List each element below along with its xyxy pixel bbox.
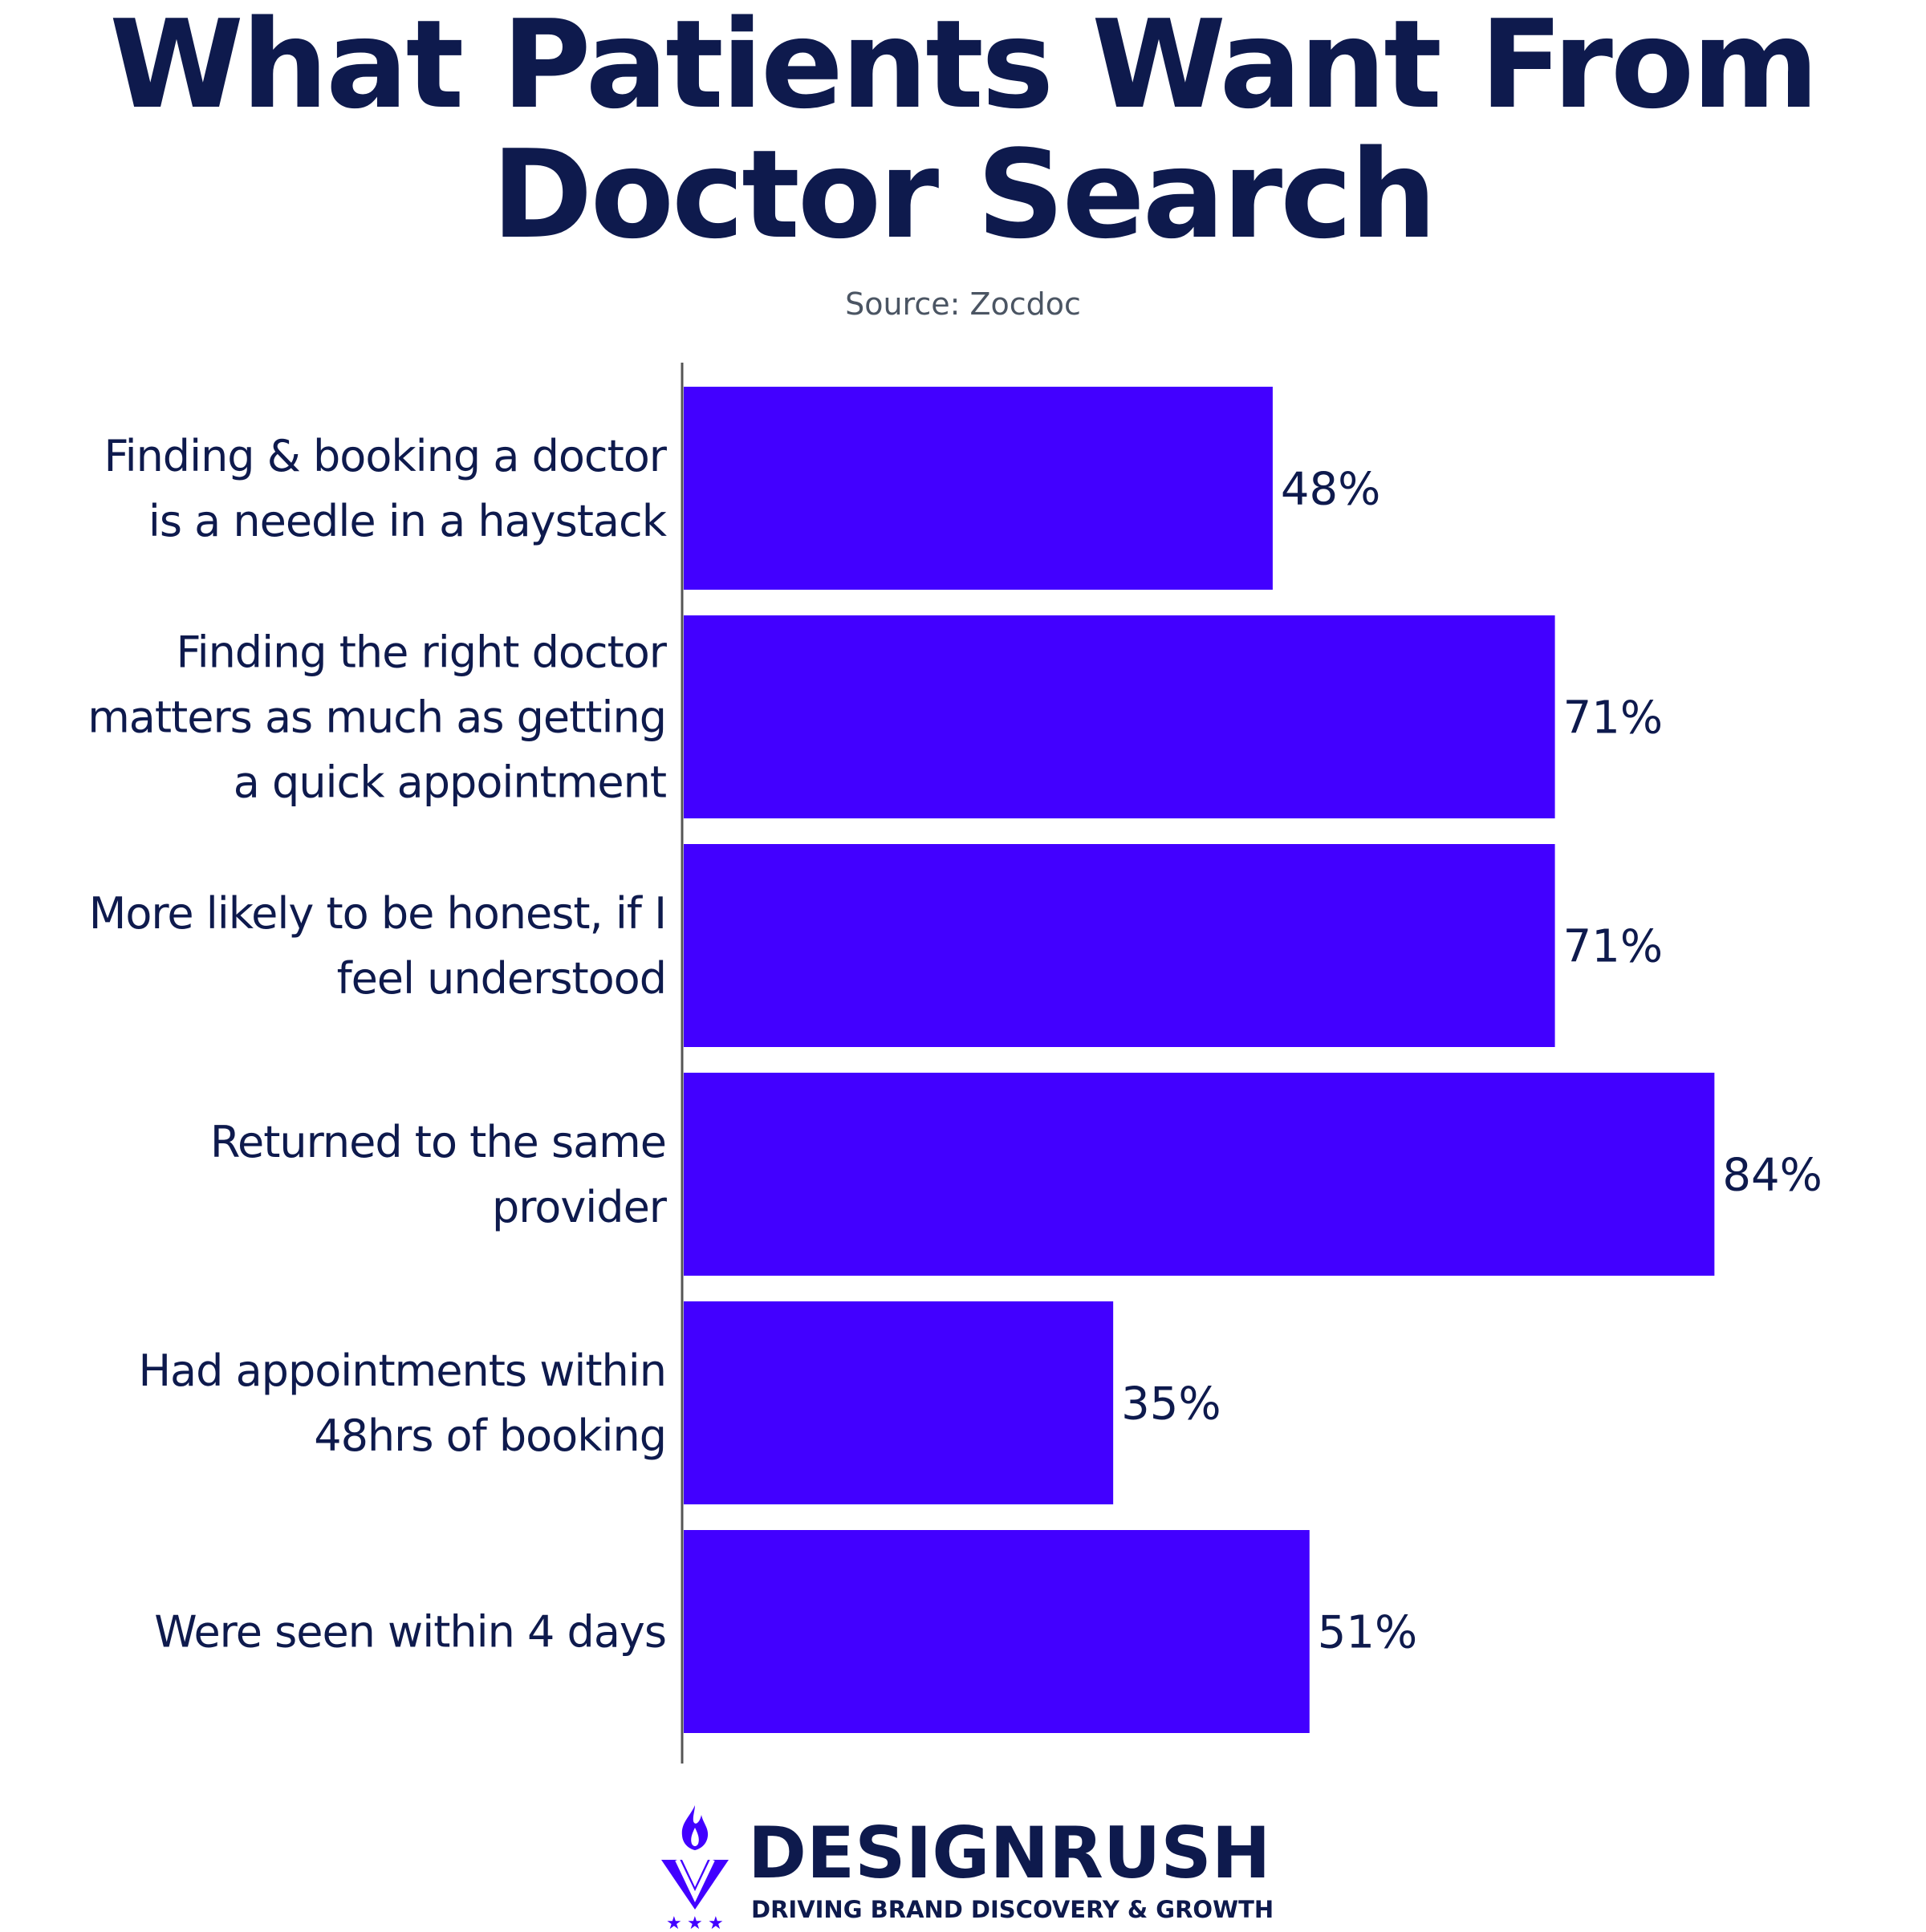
bar-3 xyxy=(684,1073,1715,1276)
category-label-2-line-1: feel understood xyxy=(337,953,666,1004)
designrush-logo: ★ ★ ★ DESIGNRUSH DRIVING BRAND DISCOVERY… xyxy=(658,1804,1284,1932)
category-label-4-line-0: Had appointments within xyxy=(138,1346,666,1396)
category-label-3: Returned to the same provider xyxy=(210,1117,668,1232)
chart-title-line-2: Doctor Search xyxy=(491,124,1436,266)
value-label-1: 71% xyxy=(1563,692,1663,745)
category-label-1: Finding the right doctor matters as much … xyxy=(87,627,668,808)
bar-5 xyxy=(684,1530,1310,1733)
value-label-4: 35% xyxy=(1121,1378,1221,1431)
svg-text:★: ★ xyxy=(687,1914,703,1932)
category-label-5-line-0: Were seen within 4 days xyxy=(154,1607,666,1658)
chart-title: What Patients Want From Doctor Search xyxy=(0,0,1926,260)
bar-0 xyxy=(684,387,1273,590)
svg-text:★: ★ xyxy=(666,1914,682,1932)
brand-name: DESIGNRUSH xyxy=(748,1812,1271,1894)
bar-2 xyxy=(684,844,1555,1047)
bar-4 xyxy=(684,1301,1114,1504)
category-label-0-line-1: is a needle in a haystack xyxy=(148,496,668,546)
category-label-5: Were seen within 4 days xyxy=(154,1607,666,1658)
category-label-0: Finding & booking a doctor is a needle in… xyxy=(104,431,667,546)
category-label-1-line-2: a quick appointment xyxy=(234,757,666,808)
brand-tagline: DRIVING BRAND DISCOVERY & GROWTH xyxy=(751,1896,1274,1923)
flame-v-logo-icon: ★ ★ ★ xyxy=(661,1805,729,1932)
category-label-1-line-0: Finding the right doctor xyxy=(176,627,667,678)
category-label-3-line-0: Returned to the same xyxy=(210,1117,666,1167)
svg-text:★: ★ xyxy=(708,1914,724,1932)
category-label-2: More likely to be honest, if I feel under… xyxy=(89,888,666,1004)
value-label-3: 84% xyxy=(1722,1150,1822,1202)
category-label-3-line-1: provider xyxy=(492,1182,668,1232)
category-label-4-line-1: 48hrs of booking xyxy=(314,1410,666,1461)
category-label-2-line-0: More likely to be honest, if I xyxy=(89,888,666,939)
value-label-5: 51% xyxy=(1318,1607,1417,1659)
category-label-4: Had appointments within 48hrs of booking xyxy=(138,1346,666,1461)
chart-title-line-1: What Patients Want From xyxy=(109,0,1819,136)
category-label-1-line-1: matters as much as getting xyxy=(87,692,666,743)
bar-1 xyxy=(684,615,1555,818)
category-label-0-line-0: Finding & booking a doctor xyxy=(104,431,667,481)
value-label-0: 48% xyxy=(1281,464,1380,516)
chart-source: Source: Zocdoc xyxy=(845,286,1081,322)
value-label-2: 71% xyxy=(1563,921,1663,973)
